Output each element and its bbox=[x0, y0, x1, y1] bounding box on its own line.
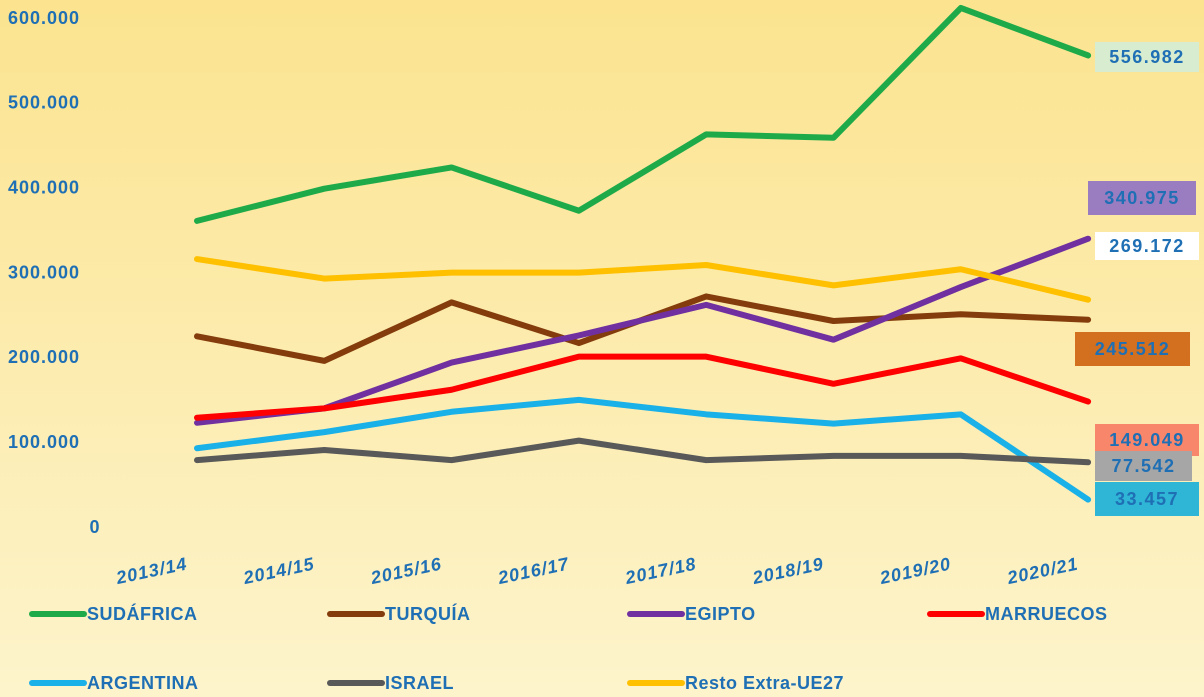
series-line bbox=[194, 4, 1092, 224]
y-tick-label: 400.000 bbox=[8, 177, 80, 197]
data-label-box bbox=[1095, 42, 1199, 72]
series-line bbox=[194, 396, 1092, 503]
data-label-box bbox=[1095, 232, 1199, 260]
series-line bbox=[194, 256, 1092, 303]
y-tick-label: 500.000 bbox=[8, 93, 80, 113]
data-label-box bbox=[1075, 332, 1190, 366]
legend-label: ARGENTINA bbox=[87, 673, 199, 693]
legend-label: Resto Extra-UE27 bbox=[685, 673, 844, 693]
data-label: 245.512 bbox=[1095, 339, 1171, 359]
y-tick-label: 200.000 bbox=[8, 347, 80, 367]
legend-label: EGIPTO bbox=[685, 604, 756, 624]
y-tick-label: 300.000 bbox=[8, 262, 80, 282]
data-label-box bbox=[1095, 482, 1199, 516]
data-label: 33.457 bbox=[1115, 489, 1179, 509]
y-tick-label: 0 bbox=[89, 517, 100, 537]
data-label-box bbox=[1088, 181, 1196, 215]
data-label-box bbox=[1095, 424, 1199, 456]
data-label: 269.172 bbox=[1109, 236, 1185, 256]
y-tick-label: 600.000 bbox=[8, 8, 80, 28]
legend-label: ISRAEL bbox=[385, 673, 454, 693]
data-label: 77.542 bbox=[1111, 456, 1175, 476]
data-label: 340.975 bbox=[1104, 188, 1180, 208]
y-tick-label: 100.000 bbox=[8, 432, 80, 452]
series-line bbox=[194, 353, 1092, 421]
data-label: 149.049 bbox=[1109, 430, 1185, 450]
data-label: 556.982 bbox=[1109, 47, 1185, 67]
legend-label: MARRUECOS bbox=[985, 604, 1108, 624]
legend-label: TURQUÍA bbox=[385, 603, 471, 624]
legend-label: SUDÁFRICA bbox=[87, 603, 198, 624]
series-line bbox=[194, 437, 1092, 466]
series-line bbox=[194, 235, 1092, 426]
data-label-box bbox=[1095, 451, 1192, 481]
